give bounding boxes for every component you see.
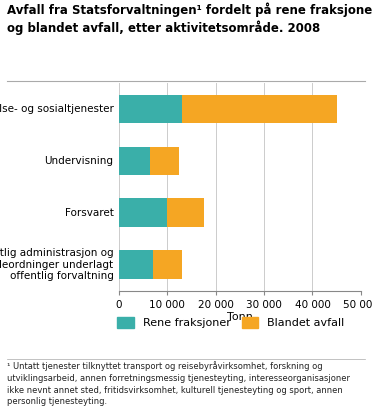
Bar	[119, 95, 182, 123]
Bar	[119, 198, 167, 227]
Legend: Rene fraksjoner, Blandet avfall: Rene fraksjoner, Blandet avfall	[112, 312, 349, 333]
Bar	[167, 198, 204, 227]
X-axis label: Tonn: Tonn	[227, 312, 253, 322]
Text: Avfall fra Statsforvaltningen¹ fordelt på rene fraksjoner
og blandet avfall, ett: Avfall fra Statsforvaltningen¹ fordelt p…	[7, 2, 372, 35]
Bar	[150, 146, 179, 175]
Text: ¹ Untatt tjenester tilknyttet transport og reisebyråvirksomhet, forskning og
utv: ¹ Untatt tjenester tilknyttet transport …	[7, 361, 350, 406]
Bar	[119, 250, 153, 279]
Bar	[182, 95, 337, 123]
Bar	[119, 146, 150, 175]
Bar	[153, 250, 182, 279]
